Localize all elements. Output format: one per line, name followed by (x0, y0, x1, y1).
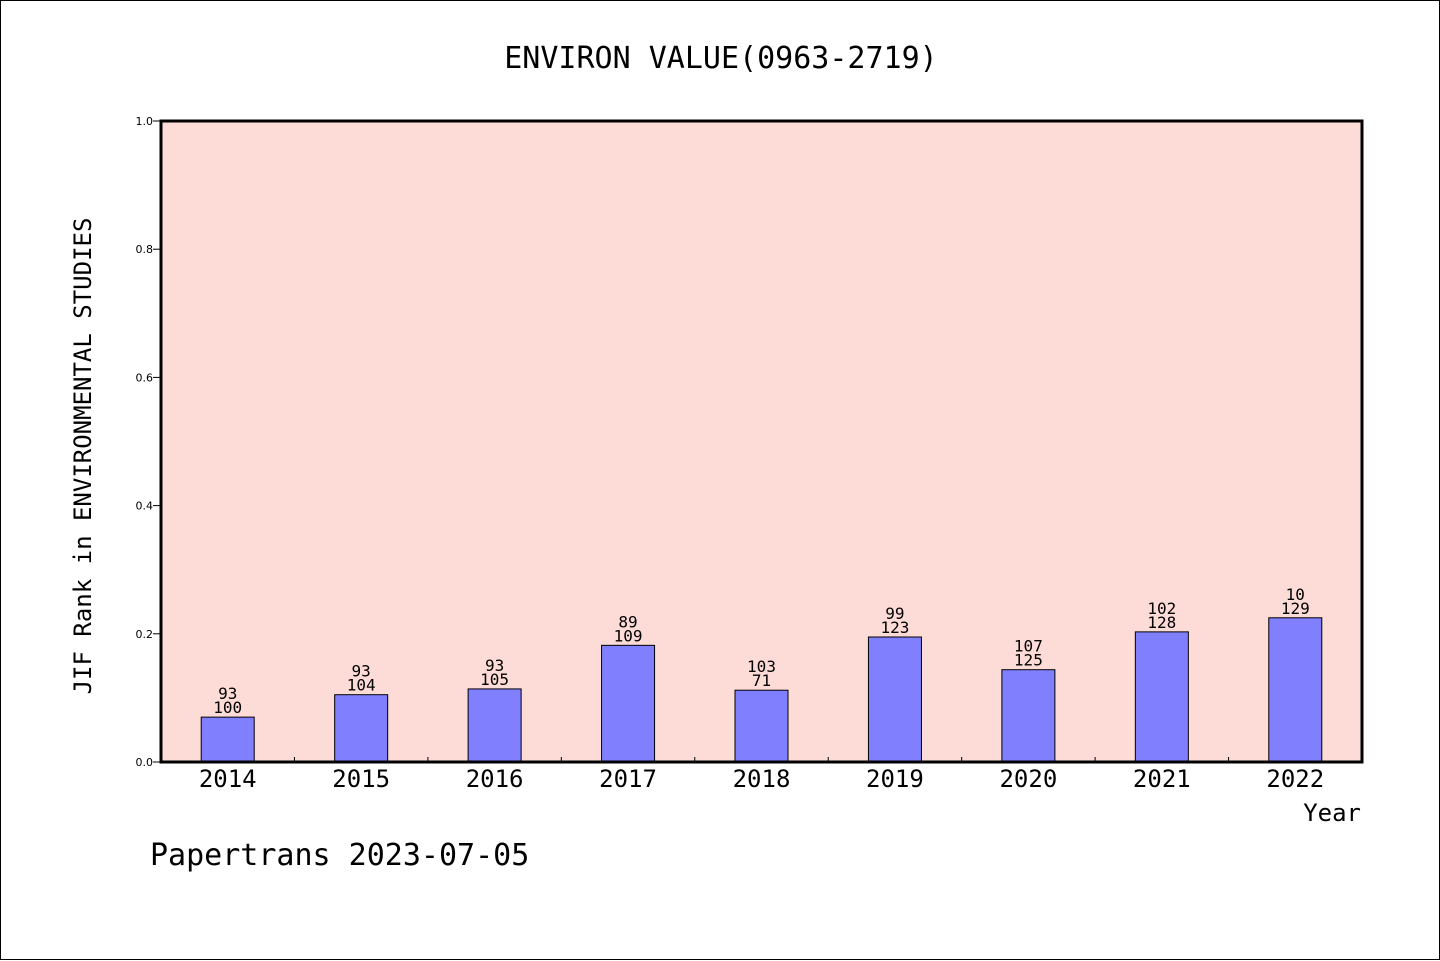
y-tick-label: 0.2 (136, 628, 154, 641)
y-axis: 0.0 0.2 0.4 0.6 0.8 1.0 (136, 115, 161, 769)
y-tick-label: 0.6 (136, 371, 154, 384)
x-axis-label: Year (1303, 799, 1361, 827)
bar-label-bottom: 71 (752, 671, 771, 690)
bar-label-top: 99 (885, 604, 904, 623)
bar (334, 694, 389, 763)
bar-label-bottom: 105 (480, 670, 509, 689)
bar-label-top: 103 (747, 657, 776, 676)
x-tick-label: 2022 (1266, 765, 1324, 793)
x-tick-label: 2017 (599, 765, 657, 793)
bar-label-bottom: 104 (347, 676, 376, 695)
x-tick-label: 2015 (332, 765, 390, 793)
bars-group (200, 617, 1323, 763)
bar-label-top: 102 (1147, 599, 1176, 618)
bar-label-bottom: 109 (614, 626, 643, 645)
x-tick-label: 2019 (866, 765, 924, 793)
bar (1001, 669, 1056, 763)
x-tick-label: 2018 (733, 765, 791, 793)
x-tick-label: 2020 (999, 765, 1057, 793)
bar-label-bottom: 129 (1281, 599, 1310, 618)
bar (200, 716, 255, 763)
y-tick-label: 0.0 (136, 756, 154, 769)
x-axis: 2014 2015 2016 2017 2018 2019 2020 2021 2022 (199, 757, 1324, 793)
bar-label-bottom: 123 (880, 618, 909, 637)
x-tick-label: 2016 (466, 765, 524, 793)
y-axis-label: JIF Rank in ENVIRONMENTAL STUDIES (69, 218, 97, 695)
x-tick-label: 2021 (1133, 765, 1191, 793)
chart-title: ENVIRON VALUE(0963-2719) (504, 41, 937, 76)
bar-label-bottom: 100 (213, 698, 242, 717)
bar (734, 689, 789, 763)
y-tick-label: 0.4 (136, 500, 154, 513)
bar (1134, 631, 1189, 763)
bar-label-top: 89 (618, 612, 637, 631)
plot-border (159, 119, 1364, 764)
bar-label-bottom: 128 (1147, 613, 1176, 632)
bar-label-top: 93 (218, 684, 237, 703)
bar-label-bottom: 125 (1014, 651, 1043, 670)
bar (1268, 617, 1323, 763)
bar-label-top: 107 (1014, 637, 1043, 656)
bar-label-top: 10 (1286, 585, 1305, 604)
x-tick-label: 2014 (199, 765, 257, 793)
bar-label-top: 93 (485, 656, 504, 675)
y-tick-label: 0.8 (136, 243, 154, 256)
y-tick-label: 1.0 (136, 115, 154, 128)
bar (601, 644, 656, 763)
bar (867, 636, 922, 763)
footer-watermark: Papertrans 2023-07-05 (150, 838, 529, 873)
bar-label-top: 93 (352, 662, 371, 681)
bar (467, 688, 522, 763)
